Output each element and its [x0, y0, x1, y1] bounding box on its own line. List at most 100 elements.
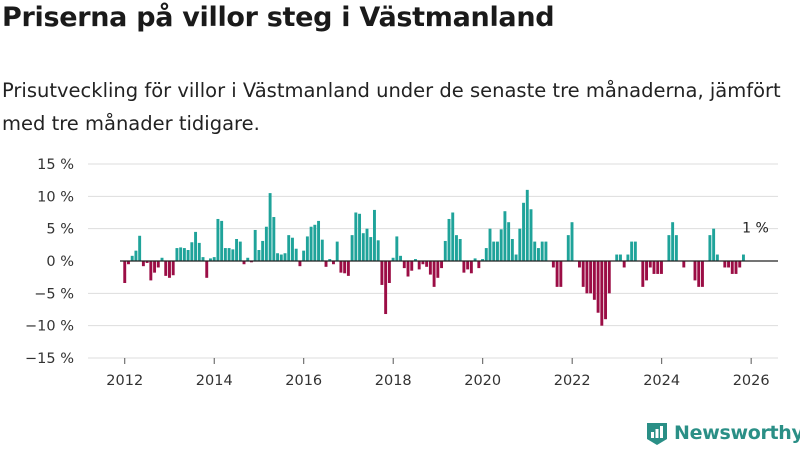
bar — [596, 261, 600, 313]
bar — [313, 224, 317, 261]
newsworthy-logo-icon — [647, 423, 667, 445]
bar — [317, 220, 321, 261]
x-tick-label: 2020 — [464, 373, 501, 389]
bar — [123, 261, 127, 283]
bar — [734, 261, 738, 274]
bar — [496, 241, 499, 261]
newsworthy-logo-text: Newsworthy — [674, 422, 800, 444]
x-tick-label: 2016 — [285, 373, 322, 389]
bar — [708, 235, 712, 261]
bar — [380, 261, 384, 285]
bar — [633, 241, 637, 261]
bar — [715, 254, 719, 261]
bar — [414, 259, 417, 261]
bar — [533, 241, 537, 261]
bar — [518, 228, 522, 261]
bar — [298, 261, 302, 267]
bar — [592, 261, 596, 300]
bar — [551, 261, 555, 268]
bar — [279, 254, 283, 261]
bar — [425, 261, 429, 267]
bar — [358, 213, 362, 261]
bar — [440, 261, 444, 269]
x-tick-label: 2024 — [643, 373, 680, 389]
bar — [447, 218, 451, 261]
bar — [428, 261, 432, 275]
bar — [566, 235, 570, 261]
y-tick-label: 0 % — [46, 254, 74, 270]
bar — [481, 259, 485, 261]
bar — [201, 257, 205, 261]
bar — [328, 259, 332, 261]
bar — [514, 254, 518, 261]
bar — [585, 261, 589, 294]
bar — [727, 261, 730, 268]
bar — [630, 241, 634, 261]
bar — [525, 189, 529, 261]
bar — [674, 235, 678, 261]
bar — [607, 261, 611, 294]
x-tick-label: 2018 — [375, 373, 412, 389]
bar — [205, 261, 209, 278]
bar — [156, 261, 160, 268]
bar — [615, 254, 619, 261]
bar — [540, 241, 544, 261]
bar — [417, 261, 421, 270]
bar — [656, 261, 660, 274]
bar — [492, 241, 496, 261]
bar — [220, 220, 224, 261]
bar — [503, 211, 507, 261]
chart-title: Priserna på villor steg i Västmanland — [2, 2, 555, 33]
bar — [361, 233, 365, 261]
bar — [600, 261, 604, 326]
bar — [231, 249, 235, 261]
x-tick-label: 2012 — [106, 373, 143, 389]
bar — [145, 261, 149, 263]
bar — [272, 217, 276, 261]
bar — [499, 229, 503, 261]
bar — [209, 258, 212, 261]
bar — [730, 261, 734, 274]
bar — [693, 261, 697, 281]
y-tick-label: −5 % — [34, 286, 74, 302]
y-tick-label: 15 % — [37, 157, 74, 173]
bar — [149, 261, 153, 281]
bar — [134, 250, 138, 261]
bar — [589, 261, 593, 294]
bar — [723, 261, 727, 268]
bar — [473, 258, 477, 261]
bar — [365, 228, 369, 261]
bar — [216, 218, 220, 261]
bar — [626, 254, 630, 261]
bar — [667, 235, 671, 261]
annotation-layer: 1 % — [742, 221, 769, 237]
bar — [153, 261, 157, 273]
bar — [410, 261, 414, 271]
bar — [320, 239, 324, 261]
bar — [335, 241, 339, 261]
bar — [641, 261, 645, 287]
bar — [399, 255, 403, 261]
bar — [466, 261, 470, 270]
bar — [462, 261, 466, 273]
bar — [291, 237, 294, 261]
bar — [652, 261, 656, 274]
bar — [160, 257, 164, 261]
bar — [294, 248, 298, 261]
y-axis: 15 % 10 % 5 % 0 % −5 % −10 % −15 % — [25, 157, 74, 367]
bar — [529, 209, 533, 261]
bar — [477, 261, 481, 269]
bar — [212, 257, 216, 261]
bar — [712, 228, 716, 261]
bar — [261, 240, 265, 261]
bar — [373, 209, 376, 261]
bar — [648, 261, 652, 268]
bar — [354, 212, 358, 261]
bar — [223, 248, 227, 261]
bar — [171, 261, 175, 276]
y-tick-label: 5 % — [46, 222, 74, 238]
bar — [276, 253, 280, 261]
bar — [369, 237, 373, 261]
bars — [123, 189, 745, 326]
bar — [127, 261, 130, 265]
